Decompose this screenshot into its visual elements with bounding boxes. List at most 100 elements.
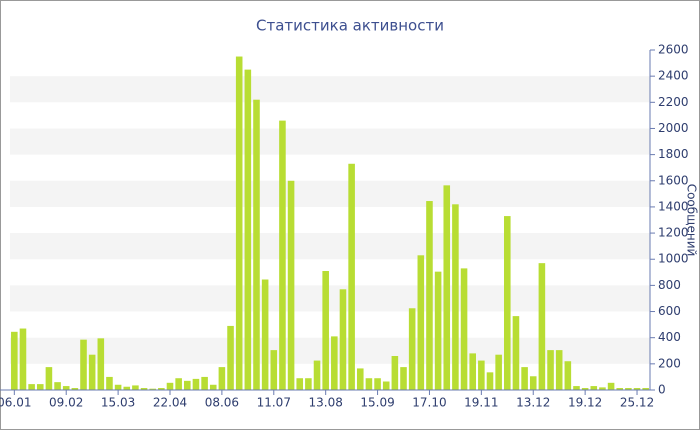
- y-tick-label: 1200: [658, 226, 689, 240]
- bar: [426, 201, 433, 390]
- bar: [71, 388, 79, 390]
- bar: [504, 216, 511, 390]
- bar: [184, 380, 191, 390]
- bar: [322, 271, 329, 390]
- bar: [486, 372, 494, 390]
- bar: [88, 354, 96, 390]
- bar: [469, 353, 476, 390]
- bar: [590, 386, 598, 390]
- bar: [434, 271, 442, 390]
- y-tick-label: 0: [658, 383, 666, 397]
- bar: [36, 384, 44, 390]
- x-tick-label: 15.09: [360, 396, 394, 410]
- bar: [11, 331, 18, 390]
- bar: [149, 388, 156, 390]
- bar: [140, 388, 148, 390]
- bar: [452, 204, 459, 390]
- bar: [625, 388, 632, 390]
- x-tick-label: 19.11: [464, 396, 498, 410]
- y-axis-label: Сообщений: [685, 184, 699, 257]
- bar: [356, 368, 364, 390]
- bar: [279, 120, 286, 390]
- bar: [339, 289, 347, 390]
- bar: [45, 367, 53, 390]
- x-tick-label: 08.06: [205, 396, 239, 410]
- y-tick-label: 2200: [658, 95, 689, 109]
- bar: [538, 263, 546, 390]
- bar: [235, 56, 243, 391]
- grid-band: [10, 180, 650, 207]
- grid-band: [10, 285, 650, 312]
- bar: [218, 367, 226, 390]
- bar: [209, 384, 217, 390]
- bar: [287, 180, 295, 390]
- bar: [521, 367, 528, 390]
- bar: [460, 268, 468, 390]
- bar: [391, 356, 399, 390]
- bar: [573, 386, 580, 390]
- bar: [633, 388, 641, 390]
- bar: [166, 382, 174, 390]
- chart-title: Статистика активности: [256, 17, 444, 35]
- bar: [261, 279, 269, 390]
- y-tick-label: 600: [658, 304, 681, 318]
- bar: [114, 384, 122, 390]
- x-tick-label: 25.12: [620, 396, 654, 410]
- bar: [607, 382, 615, 390]
- x-tick-label: 17.10: [412, 396, 446, 410]
- bar: [555, 350, 563, 390]
- y-tick-label: 1400: [658, 199, 689, 213]
- y-tick-label: 2400: [658, 69, 689, 83]
- grid-band: [10, 128, 650, 155]
- bar: [62, 386, 70, 390]
- y-tick-label: 200: [658, 356, 681, 370]
- bar: [400, 367, 407, 390]
- bar: [564, 361, 572, 390]
- grid-band: [10, 76, 650, 103]
- bar: [495, 354, 502, 390]
- bar: [581, 388, 589, 390]
- bar: [382, 381, 390, 390]
- x-tick-label: 09.02: [49, 396, 83, 410]
- y-tick-label: 800: [658, 278, 681, 292]
- bar: [80, 339, 87, 390]
- bar: [175, 378, 182, 390]
- bar: [296, 378, 304, 390]
- bar: [253, 99, 260, 390]
- bar: [28, 384, 35, 390]
- y-tick-label: 400: [658, 330, 681, 344]
- x-tick-label: 22.04: [153, 396, 187, 410]
- x-tick-label: 13.12: [516, 396, 550, 410]
- y-tick-label: 1600: [658, 173, 689, 187]
- bar: [478, 360, 485, 390]
- bar: [512, 316, 520, 390]
- bar: [313, 360, 321, 390]
- bar: [417, 255, 425, 390]
- y-tick-label: 1800: [658, 147, 689, 161]
- y-tick-label: 1000: [658, 252, 689, 266]
- x-tick-label: 11.07: [257, 396, 291, 410]
- bar: [97, 338, 105, 390]
- bar: [227, 325, 234, 390]
- bar: [365, 378, 373, 390]
- bar: [408, 308, 416, 390]
- bar: [529, 376, 537, 390]
- bar: [123, 386, 131, 390]
- y-tick-label: 2000: [658, 121, 689, 135]
- bar: [158, 388, 165, 390]
- bar: [599, 387, 606, 390]
- bar: [305, 378, 312, 390]
- bar: [547, 350, 554, 390]
- y-tick-label: 2600: [658, 43, 689, 57]
- bar: [54, 382, 61, 390]
- bar: [331, 336, 338, 390]
- bar: [443, 185, 451, 390]
- bar: [270, 350, 278, 390]
- x-tick-label: 06.01: [0, 396, 32, 410]
- bar: [132, 385, 139, 390]
- bar: [616, 388, 624, 390]
- x-tick-label: 15.03: [101, 396, 135, 410]
- bar: [348, 163, 355, 390]
- bar: [201, 376, 208, 390]
